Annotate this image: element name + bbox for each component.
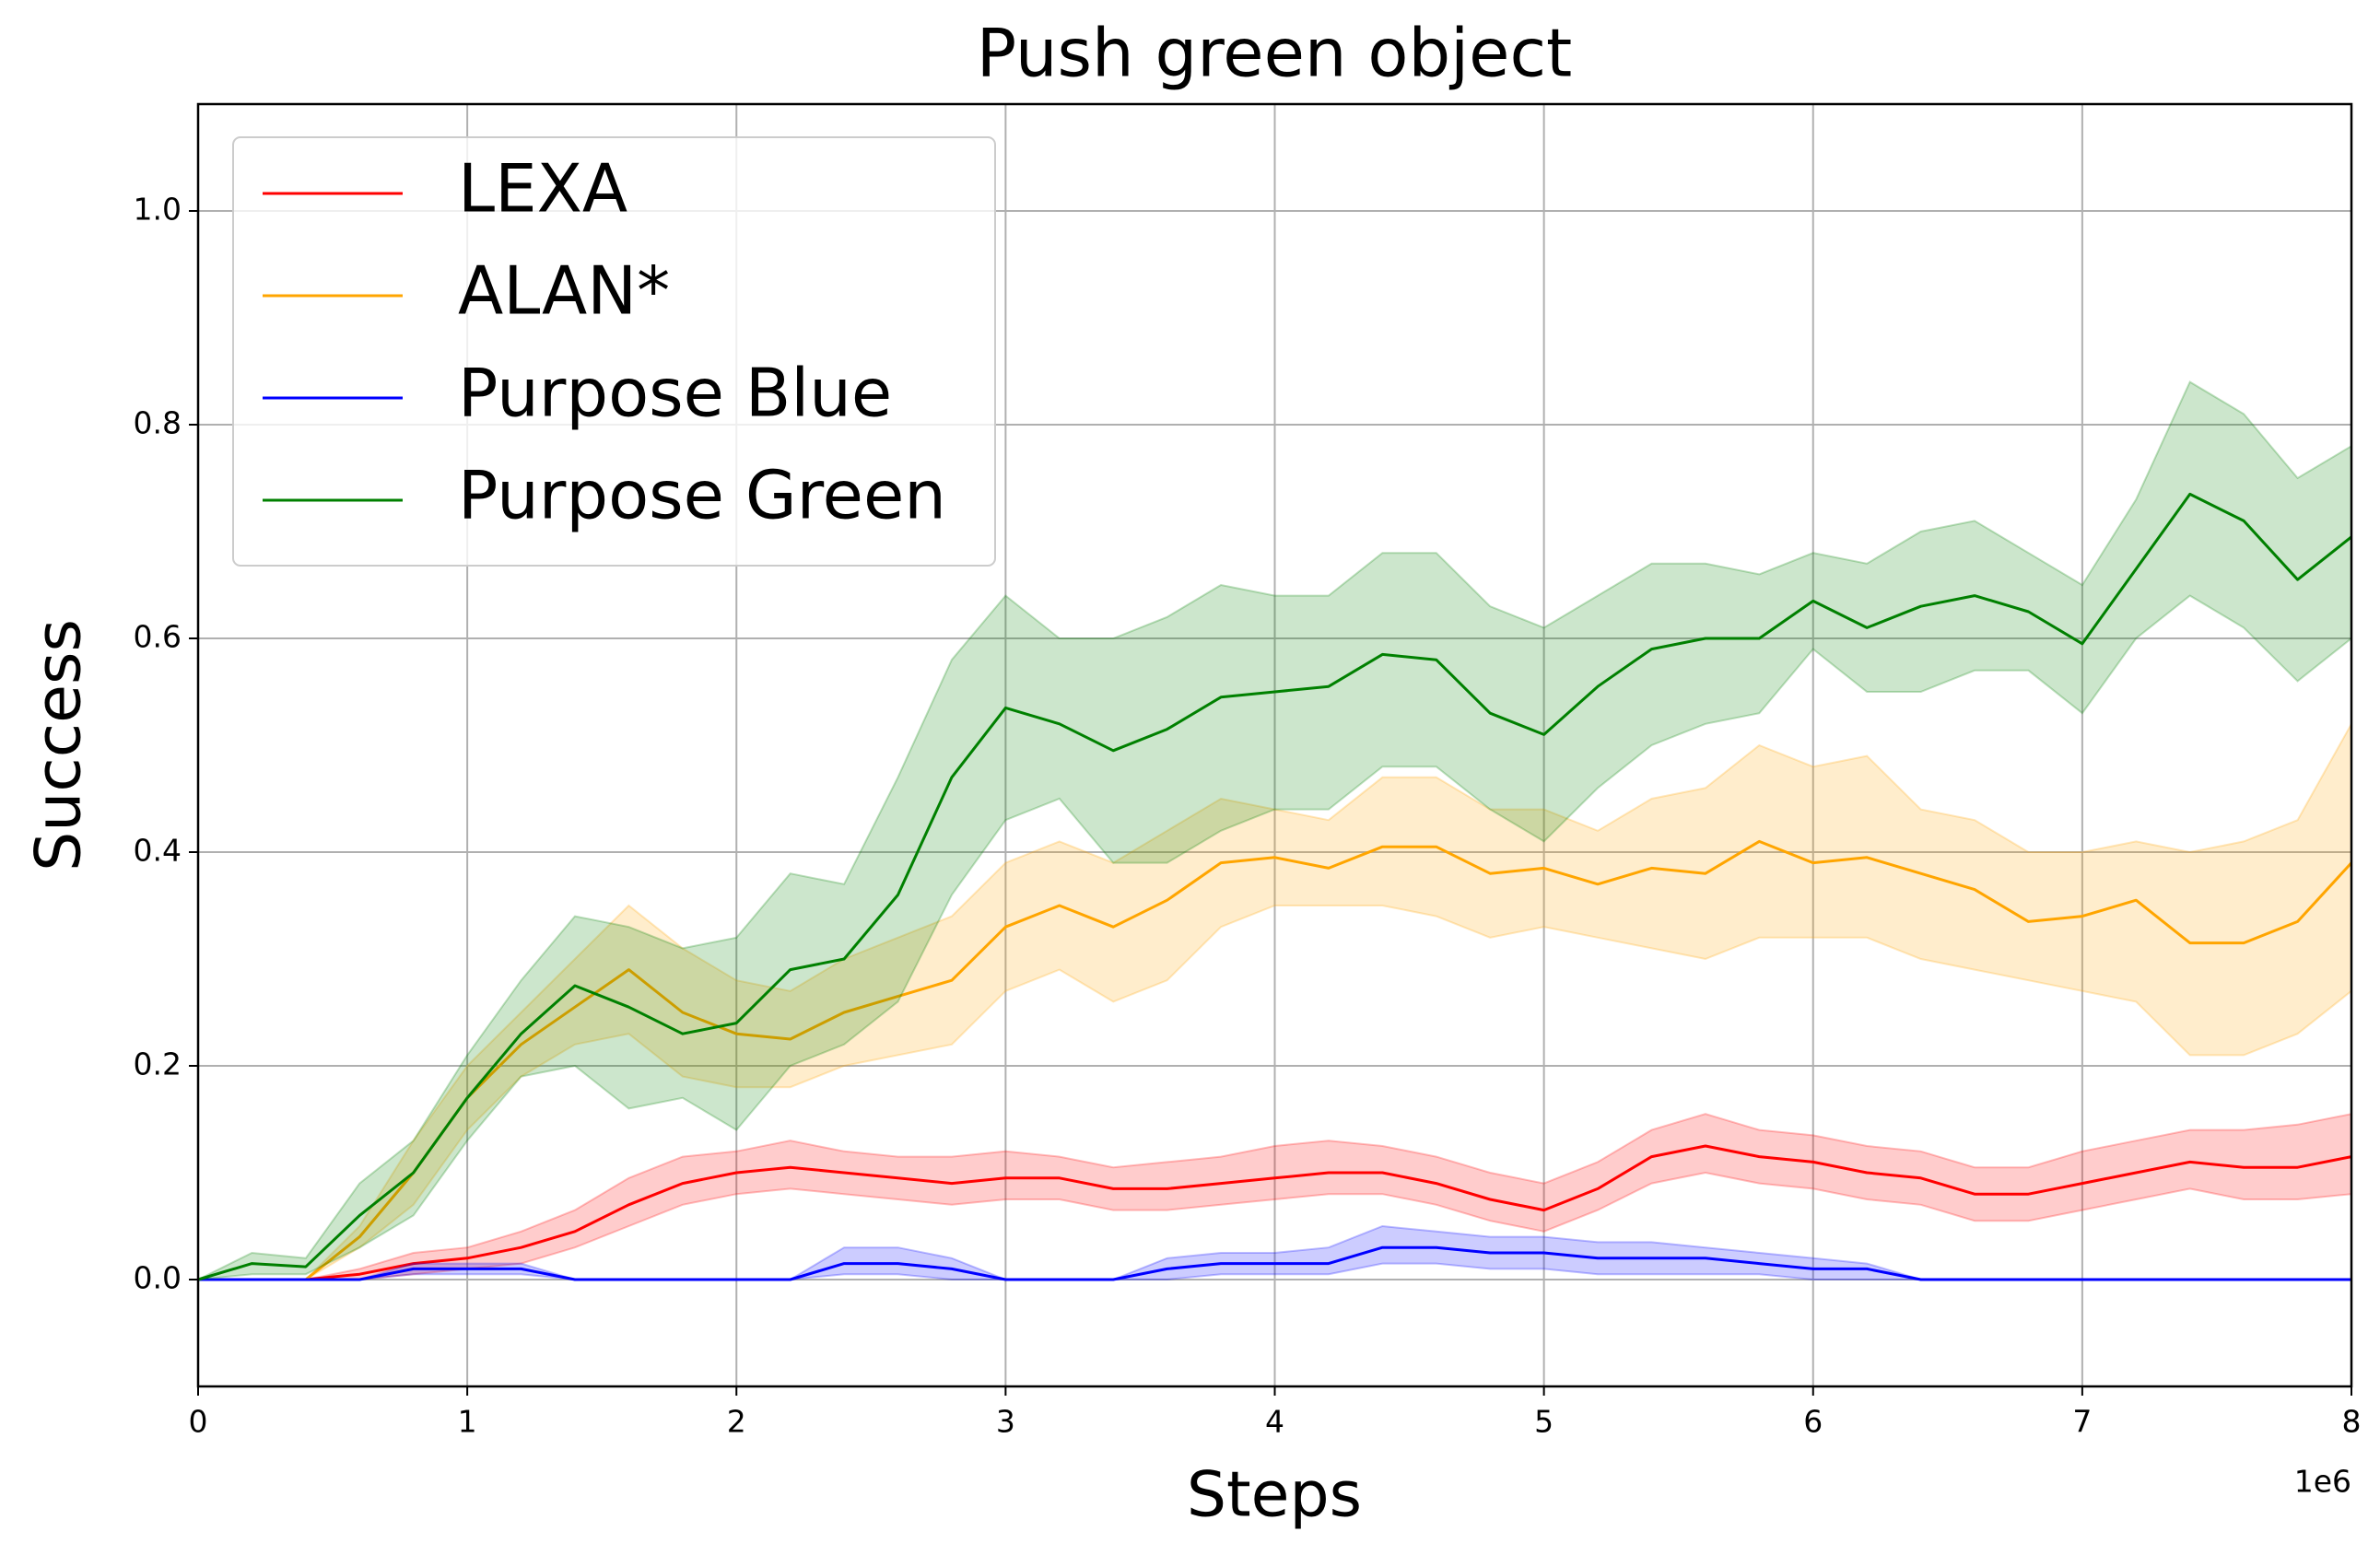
series-line bbox=[197, 492, 2352, 1281]
x-tick-label: 5 bbox=[1534, 1404, 1553, 1440]
legend-label: ALAN* bbox=[458, 252, 670, 330]
x-axis-label: Steps bbox=[1187, 1459, 1362, 1532]
x-tick-label: 4 bbox=[1265, 1404, 1284, 1440]
y-tick-label: 0.6 bbox=[134, 619, 182, 655]
y-tick-label: 0.0 bbox=[134, 1260, 182, 1296]
x-offset-label: 1e6 bbox=[2294, 1464, 2351, 1500]
plot-frame bbox=[196, 102, 2353, 1388]
series-line bbox=[198, 1245, 2351, 1281]
x-tick-label: 3 bbox=[996, 1404, 1015, 1440]
series-line bbox=[198, 839, 2353, 1281]
legend-frame bbox=[232, 136, 996, 567]
y-axis-label: Success bbox=[23, 619, 96, 871]
y-tick-label: 0.4 bbox=[134, 833, 182, 869]
legend-label: LEXA bbox=[458, 150, 627, 228]
x-tick-label: 7 bbox=[2072, 1404, 2092, 1440]
x-tick-label: 0 bbox=[189, 1404, 208, 1440]
legend: LEXA ALAN* Purpose Blue Purpose Green bbox=[232, 136, 996, 567]
confidence-band bbox=[198, 1224, 2351, 1280]
chart-title: Push green object bbox=[977, 15, 1573, 92]
legend-label: Purpose Green bbox=[458, 457, 946, 534]
x-tick-label: 6 bbox=[1803, 1404, 1823, 1440]
series-line bbox=[198, 1144, 2352, 1281]
x-tick-label: 8 bbox=[2342, 1404, 2362, 1440]
x-tick-label: 2 bbox=[727, 1404, 746, 1440]
y-tick-label: 0.2 bbox=[134, 1046, 182, 1082]
y-tick-label: 0.8 bbox=[134, 405, 182, 441]
y-tick-label: 1.0 bbox=[134, 192, 182, 228]
legend-label: Purpose Blue bbox=[458, 355, 892, 432]
x-tick-label: 1 bbox=[458, 1404, 477, 1440]
